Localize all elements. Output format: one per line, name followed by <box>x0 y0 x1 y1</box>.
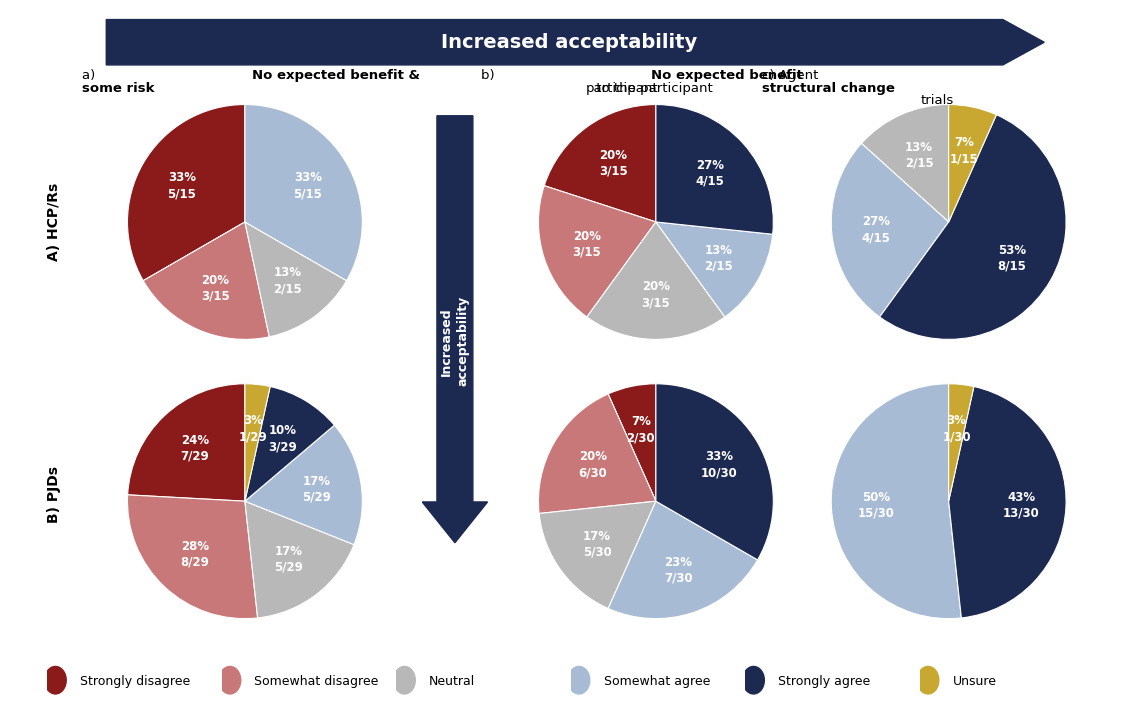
Text: Somewhat agree: Somewhat agree <box>604 675 709 688</box>
Text: 10%
3/29: 10% 3/29 <box>268 425 297 453</box>
Text: 33%
10/30: 33% 10/30 <box>700 450 738 479</box>
Wedge shape <box>244 425 363 545</box>
Wedge shape <box>655 384 774 560</box>
Wedge shape <box>608 501 758 619</box>
Text: Strongly agree: Strongly agree <box>778 675 870 688</box>
Text: 27%
4/15: 27% 4/15 <box>861 215 891 244</box>
Text: structural change: structural change <box>762 82 895 95</box>
Text: 43%
13/30: 43% 13/30 <box>1003 490 1039 520</box>
Wedge shape <box>244 105 363 281</box>
Wedge shape <box>538 394 655 513</box>
Wedge shape <box>539 501 655 609</box>
Wedge shape <box>879 115 1066 339</box>
Wedge shape <box>544 105 655 222</box>
Wedge shape <box>127 384 244 501</box>
Text: 7%
1/15: 7% 1/15 <box>949 136 978 165</box>
Circle shape <box>394 667 415 694</box>
Wedge shape <box>143 222 269 339</box>
Text: 33%
5/15: 33% 5/15 <box>294 171 322 200</box>
Text: B) PJDs: B) PJDs <box>47 465 61 523</box>
Circle shape <box>918 667 939 694</box>
Text: Increased
acceptability: Increased acceptability <box>440 296 470 387</box>
Wedge shape <box>244 501 354 618</box>
FancyArrow shape <box>422 116 488 543</box>
Text: 17%
5/30: 17% 5/30 <box>582 530 611 558</box>
Text: 3%
1/29: 3% 1/29 <box>239 415 267 443</box>
Wedge shape <box>831 384 962 619</box>
Text: 13%
2/15: 13% 2/15 <box>274 266 302 296</box>
Text: Unsure: Unsure <box>953 675 997 688</box>
Text: 20%
3/15: 20% 3/15 <box>200 274 230 303</box>
Wedge shape <box>948 384 974 501</box>
Text: 33%
5/15: 33% 5/15 <box>168 171 196 200</box>
Text: 3%
1/30: 3% 1/30 <box>942 415 971 443</box>
Wedge shape <box>948 105 997 222</box>
Wedge shape <box>587 222 725 339</box>
Text: 17%
5/29: 17% 5/29 <box>302 475 331 504</box>
Wedge shape <box>538 185 655 317</box>
Text: trials: trials <box>921 94 955 107</box>
Wedge shape <box>244 222 347 337</box>
Text: No expected benefit &: No expected benefit & <box>252 69 420 82</box>
Text: 13%
2/15: 13% 2/15 <box>904 141 933 170</box>
Text: 53%
8/15: 53% 8/15 <box>998 244 1026 273</box>
Circle shape <box>220 667 241 694</box>
Text: 23%
7/30: 23% 7/30 <box>664 556 692 585</box>
Text: b): b) <box>481 69 499 82</box>
Text: a): a) <box>82 69 100 82</box>
Circle shape <box>743 667 765 694</box>
Text: Strongly disagree: Strongly disagree <box>80 675 190 688</box>
Wedge shape <box>127 105 244 281</box>
Text: 50%
15/30: 50% 15/30 <box>858 490 894 520</box>
Text: 20%
3/15: 20% 3/15 <box>572 230 601 259</box>
Text: c) Agent: c) Agent <box>762 69 823 82</box>
Wedge shape <box>861 105 948 222</box>
Circle shape <box>569 667 590 694</box>
Wedge shape <box>608 384 655 501</box>
Text: 20%
3/15: 20% 3/15 <box>599 148 627 178</box>
Wedge shape <box>948 387 1066 618</box>
Text: participant: participant <box>586 82 658 95</box>
Text: Neutral: Neutral <box>429 675 475 688</box>
Wedge shape <box>831 143 948 317</box>
FancyArrow shape <box>106 19 1044 65</box>
Text: 7%
2/30: 7% 2/30 <box>626 415 655 445</box>
Circle shape <box>45 667 66 694</box>
Wedge shape <box>244 387 334 501</box>
Text: 28%
8/29: 28% 8/29 <box>180 540 209 569</box>
Wedge shape <box>655 222 772 317</box>
Wedge shape <box>127 495 258 619</box>
Text: 17%
5/29: 17% 5/29 <box>275 545 303 574</box>
Text: 24%
7/29: 24% 7/29 <box>180 434 209 463</box>
Text: 20%
6/30: 20% 6/30 <box>579 450 607 479</box>
Text: 13%
2/15: 13% 2/15 <box>705 244 733 273</box>
Text: to the participant: to the participant <box>592 82 713 95</box>
Text: Somewhat disagree: Somewhat disagree <box>254 675 378 688</box>
Text: Increased acceptability: Increased acceptability <box>441 33 697 52</box>
Text: 20%
3/15: 20% 3/15 <box>642 280 670 309</box>
Wedge shape <box>244 384 270 501</box>
Text: No expected benefit: No expected benefit <box>651 69 803 82</box>
Wedge shape <box>655 105 774 234</box>
Text: some risk: some risk <box>82 82 154 95</box>
Text: 27%
4/15: 27% 4/15 <box>696 159 724 188</box>
Text: A) HCP/Rs: A) HCP/Rs <box>47 183 61 261</box>
